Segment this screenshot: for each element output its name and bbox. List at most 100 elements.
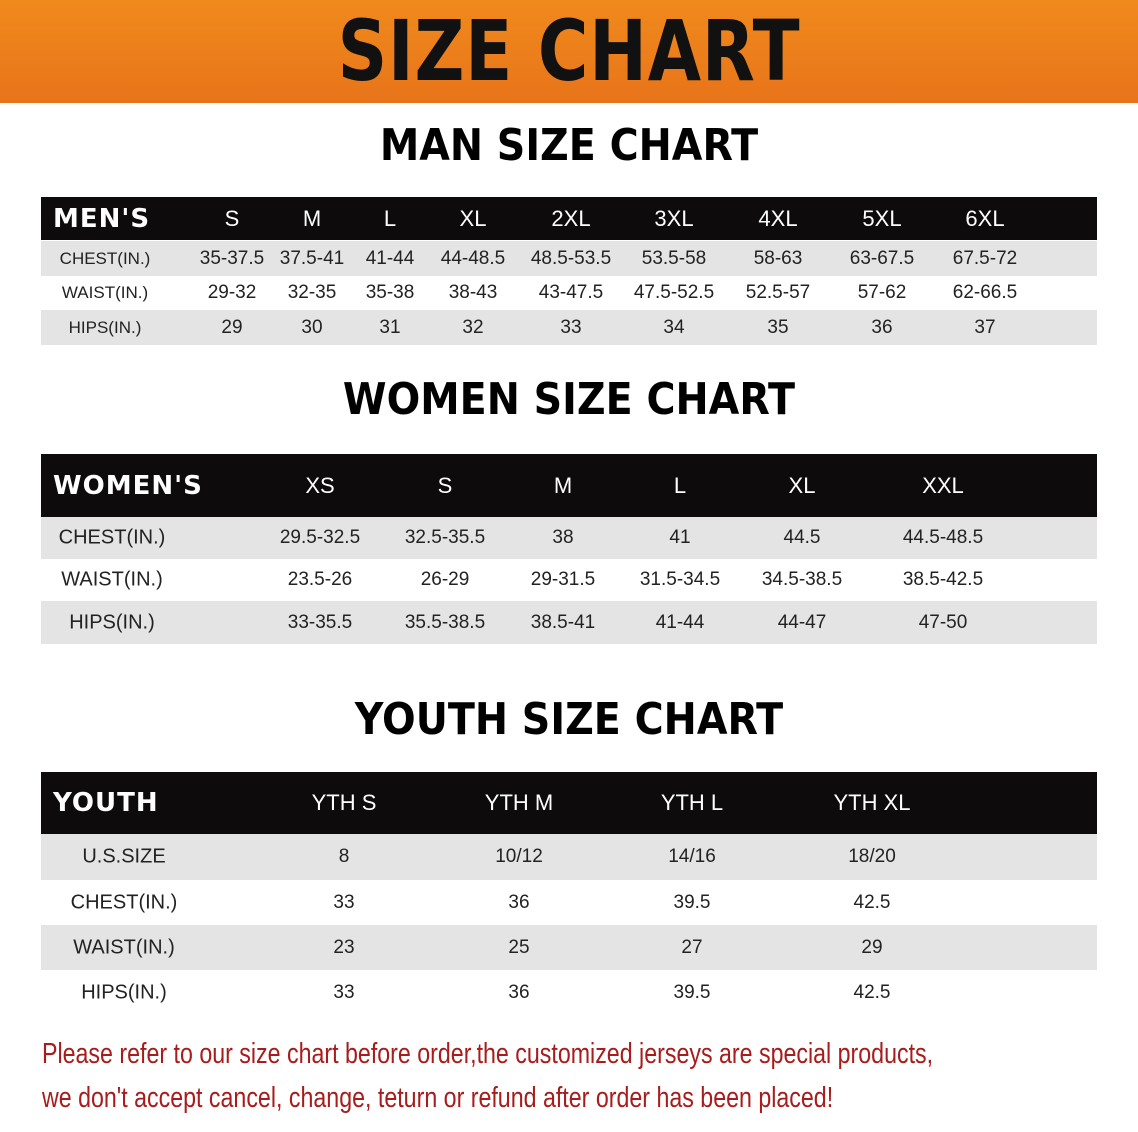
size-header-cell: XL bbox=[459, 205, 487, 231]
size-header-cell: XXL bbox=[922, 472, 964, 498]
table-cell: 35-38 bbox=[365, 282, 415, 303]
size-header-cell: YTH L bbox=[660, 790, 724, 815]
table-cell: 33 bbox=[560, 316, 582, 338]
table-cell: 42.5 bbox=[853, 891, 891, 913]
size-header-cell: S bbox=[224, 205, 240, 231]
table-cell: 33-35.5 bbox=[287, 611, 353, 633]
table-cell: 32 bbox=[462, 316, 484, 338]
size-header-cell: 4XL bbox=[758, 205, 798, 231]
table-cell: 33 bbox=[333, 891, 355, 913]
men-header-row: MEN'S S M L XL 2XL 3XL 4XL 5XL 6XL bbox=[41, 197, 1097, 240]
table-cell: 41-44 bbox=[655, 611, 705, 633]
measurement-label: HIPS(IN.) bbox=[69, 611, 155, 633]
table-row: CHEST(IN.) 33 36 39.5 42.5 bbox=[41, 880, 1097, 925]
table-cell: 29 bbox=[221, 316, 243, 338]
table-cell: 26-29 bbox=[420, 569, 470, 590]
size-header-cell: XS bbox=[305, 472, 335, 498]
table-row: HIPS(IN.) 33 36 39.5 42.5 bbox=[41, 970, 1097, 1015]
size-header-cell: 5XL bbox=[862, 205, 902, 231]
table-cell: 47-50 bbox=[918, 611, 968, 633]
size-header-cell: S bbox=[437, 472, 453, 498]
table-row: CHEST(IN.) 35-37.5 37.5-41 41-44 44-48.5 48.5… bbox=[41, 241, 1097, 276]
table-cell: 29.5-32.5 bbox=[279, 527, 361, 548]
youth-header-row: YOUTH YTH S YTH M YTH L YTH XL bbox=[41, 772, 1097, 834]
table-cell: 38 bbox=[552, 527, 574, 548]
measurement-label: CHEST(IN.) bbox=[70, 891, 178, 913]
table-row: CHEST(IN.) 29.5-32.5 32.5-35.5 38 41 44.5 44.5… bbox=[41, 517, 1097, 559]
table-cell: 38.5-41 bbox=[530, 611, 596, 633]
table-cell: 43-47.5 bbox=[538, 282, 604, 303]
table-cell: 23 bbox=[333, 936, 355, 958]
table-cell: 44-48.5 bbox=[440, 247, 506, 269]
table-cell: 39.5 bbox=[673, 891, 711, 913]
table-cell: 57-62 bbox=[857, 282, 907, 303]
table-row: WAIST(IN.) 23.5-26 26-29 29-31.5 31.5-34.5 34… bbox=[41, 559, 1097, 601]
table-row: WAIST(IN.) 23 25 27 29 bbox=[41, 925, 1097, 970]
youth-section-title: YOUTH SIZE CHART bbox=[354, 694, 784, 745]
table-cell: 38-43 bbox=[448, 282, 498, 303]
table-cell: 38.5-42.5 bbox=[902, 569, 984, 590]
table-cell: 62-66.5 bbox=[952, 282, 1018, 303]
table-cell: 33 bbox=[333, 981, 355, 1003]
table-cell: 63-67.5 bbox=[849, 247, 915, 269]
table-cell: 47.5-52.5 bbox=[633, 282, 715, 303]
table-cell: 35.5-38.5 bbox=[404, 611, 486, 633]
table-cell: 58-63 bbox=[753, 247, 803, 269]
measurement-label: CHEST(IN.) bbox=[59, 248, 151, 268]
table-cell: 34.5-38.5 bbox=[761, 569, 843, 590]
women-header-row: WOMEN'S XS S M L XL XXL bbox=[41, 454, 1097, 517]
table-cell: 48.5-53.5 bbox=[530, 247, 612, 269]
size-header-cell: M bbox=[302, 205, 322, 231]
table-cell: 8 bbox=[338, 846, 350, 867]
table-row: HIPS(IN.) 33-35.5 35.5-38.5 38.5-41 41-44 44-… bbox=[41, 601, 1097, 644]
table-cell: 52.5-57 bbox=[745, 282, 811, 303]
table-cell: 29-32 bbox=[207, 282, 257, 303]
measurement-label: HIPS(IN.) bbox=[68, 317, 142, 337]
measurement-label: WAIST(IN.) bbox=[61, 283, 149, 302]
table-row: U.S.SIZE 8 10/12 14/16 18/20 bbox=[41, 834, 1097, 880]
table-cell: 32.5-35.5 bbox=[404, 527, 486, 548]
size-header-cell: 2XL bbox=[551, 205, 591, 231]
table-cell: 53.5-58 bbox=[641, 247, 707, 269]
size-header-cell: 6XL bbox=[965, 205, 1005, 231]
size-header-cell: YTH M bbox=[484, 790, 554, 815]
size-header-cell: YTH XL bbox=[833, 790, 911, 815]
table-cell: 37.5-41 bbox=[279, 247, 345, 269]
measurement-label: U.S.SIZE bbox=[82, 845, 166, 868]
table-cell: 44-47 bbox=[777, 611, 827, 633]
table-cell: 25 bbox=[508, 936, 530, 958]
table-cell: 18/20 bbox=[848, 846, 896, 867]
table-cell: 42.5 bbox=[853, 981, 891, 1003]
table-cell: 41-44 bbox=[365, 247, 415, 269]
table-cell: 37 bbox=[974, 316, 996, 338]
men-section-title: MAN SIZE CHART bbox=[379, 120, 759, 171]
size-header-cell: L bbox=[383, 205, 397, 231]
table-cell: 31.5-34.5 bbox=[639, 569, 721, 590]
size-header-cell: L bbox=[673, 472, 687, 498]
table-cell: 44.5-48.5 bbox=[902, 527, 984, 548]
table-cell: 35-37.5 bbox=[199, 247, 265, 269]
table-cell: 36 bbox=[508, 891, 530, 913]
table-cell: 31 bbox=[379, 316, 401, 338]
table-cell: 36 bbox=[508, 981, 530, 1003]
table-cell: 30 bbox=[301, 316, 323, 338]
table-cell: 39.5 bbox=[673, 981, 711, 1003]
table-cell: 34 bbox=[663, 316, 685, 338]
size-header-cell: M bbox=[553, 472, 573, 498]
size-header-cell: 3XL bbox=[654, 205, 694, 231]
table-cell: 10/12 bbox=[495, 846, 543, 867]
measurement-label: WAIST(IN.) bbox=[61, 568, 163, 591]
table-cell: 67.5-72 bbox=[952, 247, 1018, 269]
size-header-cell: XL bbox=[788, 472, 816, 498]
header-label: YOUTH bbox=[53, 788, 159, 818]
table-row: WAIST(IN.) 29-32 32-35 35-38 38-43 43-47.5 47.… bbox=[41, 276, 1097, 310]
header-label: WOMEN'S bbox=[53, 470, 203, 501]
table-cell: 29-31.5 bbox=[530, 569, 596, 590]
notice-line-2: we don't accept cancel, change, teturn o… bbox=[42, 1082, 834, 1114]
table-cell: 32-35 bbox=[287, 282, 337, 303]
table-cell: 35 bbox=[767, 316, 789, 338]
measurement-label: HIPS(IN.) bbox=[81, 981, 167, 1003]
table-cell: 27 bbox=[681, 936, 703, 958]
title-banner: SIZE CHART bbox=[0, 0, 1138, 103]
